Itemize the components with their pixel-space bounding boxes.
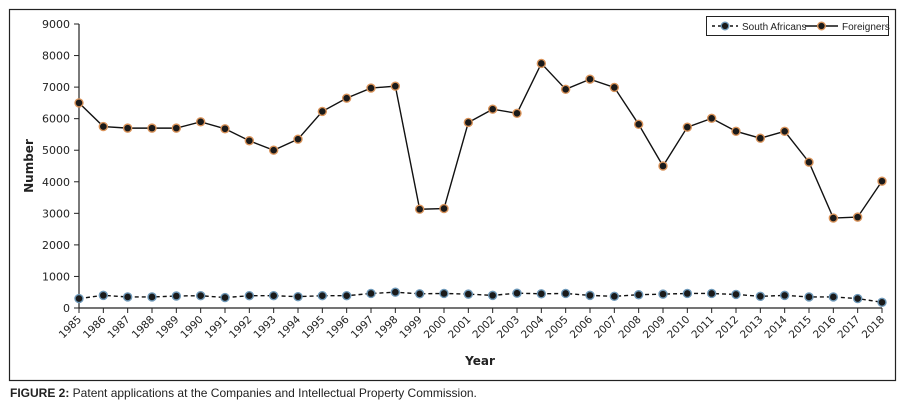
- data-point: [414, 204, 425, 214]
- data-point: [366, 83, 376, 93]
- y-tick-label: 2000: [42, 239, 70, 252]
- y-tick-label: 4000: [42, 176, 70, 189]
- data-point: [390, 287, 401, 297]
- legend-label: South Africans: [742, 22, 806, 33]
- data-point: [682, 288, 693, 299]
- data-point: [195, 117, 206, 127]
- series-south-africans: [74, 287, 887, 308]
- data-point: [633, 119, 644, 130]
- data-point: [585, 74, 595, 84]
- series-foreigners: [74, 58, 887, 223]
- data-point: [828, 292, 839, 302]
- data-point: [877, 297, 887, 308]
- legend-item: Foreigners: [805, 21, 890, 33]
- data-point: [195, 290, 206, 301]
- data-point: [220, 124, 230, 134]
- y-tick-label: 6000: [42, 113, 70, 126]
- data-point: [731, 289, 741, 300]
- series-layer: [74, 58, 887, 308]
- figure-caption-label: FIGURE 2:: [10, 386, 70, 400]
- data-point: [220, 292, 230, 303]
- data-point: [512, 288, 522, 298]
- data-point: [487, 290, 498, 301]
- data-point: [755, 291, 766, 302]
- data-point: [536, 289, 547, 299]
- legend-marker: [817, 21, 827, 31]
- data-point: [852, 293, 863, 304]
- data-point: [293, 291, 303, 302]
- legend-item: South Africans: [712, 21, 806, 33]
- data-point: [244, 290, 255, 301]
- data-point: [682, 122, 693, 132]
- figure-caption: FIGURE 2: Patent applications at the Com…: [10, 386, 477, 400]
- x-axis-label: Year: [464, 354, 495, 368]
- data-point: [268, 290, 279, 301]
- figure-caption-text: Patent applications at the Companies and…: [69, 386, 477, 400]
- data-point: [877, 176, 887, 186]
- data-point: [171, 291, 182, 301]
- data-point: [171, 123, 182, 133]
- series-line: [78, 291, 883, 304]
- data-point: [147, 292, 157, 302]
- y-tick-label: 0: [63, 302, 70, 315]
- data-point: [609, 82, 620, 93]
- data-point: [414, 289, 425, 299]
- series-line: [78, 62, 883, 219]
- data-point: [804, 157, 814, 167]
- data-point: [487, 104, 498, 114]
- legend-box: [706, 16, 889, 36]
- data-point: [658, 161, 668, 171]
- data-point: [439, 203, 449, 214]
- data-point: [74, 293, 84, 304]
- data-point: [317, 290, 328, 301]
- data-point: [390, 81, 401, 91]
- data-point: [244, 136, 255, 146]
- legend-marker: [720, 21, 730, 31]
- data-point: [828, 213, 839, 223]
- legend-label: Foreigners: [842, 22, 890, 33]
- data-point: [560, 84, 571, 95]
- data-point: [122, 123, 133, 133]
- data-point: [512, 108, 522, 119]
- y-tick-label: 8000: [42, 50, 70, 63]
- data-point: [463, 289, 474, 299]
- y-tick-label: 7000: [42, 81, 70, 94]
- data-point: [341, 290, 352, 301]
- y-tick-label: 1000: [42, 270, 70, 283]
- data-point: [731, 126, 741, 136]
- data-point: [341, 93, 352, 103]
- data-point: [122, 292, 133, 302]
- data-point: [74, 98, 84, 108]
- data-point: [463, 117, 474, 128]
- data-point: [609, 291, 620, 302]
- data-point: [658, 289, 668, 299]
- y-tick-label: 3000: [42, 207, 70, 220]
- data-point: [706, 113, 717, 124]
- data-point: [366, 288, 376, 299]
- data-point: [439, 288, 449, 299]
- data-point: [585, 290, 595, 301]
- data-point: [779, 290, 790, 301]
- data-point: [536, 58, 547, 69]
- y-tick-label: 5000: [42, 144, 70, 157]
- data-point: [852, 212, 863, 222]
- data-point: [268, 145, 279, 155]
- chart-frame: [8, 8, 897, 382]
- y-axis-label: Number: [22, 139, 36, 193]
- data-point: [147, 123, 157, 133]
- data-point: [779, 126, 790, 136]
- data-point: [560, 288, 571, 299]
- data-point: [317, 106, 328, 117]
- data-point: [706, 288, 717, 299]
- data-point: [98, 121, 109, 132]
- data-point: [755, 133, 766, 143]
- data-point: [804, 292, 814, 302]
- data-point: [98, 290, 109, 301]
- data-point: [633, 290, 644, 300]
- y-tick-label: 9000: [42, 18, 70, 31]
- data-point: [293, 134, 303, 144]
- legend: South Africans Foreigners: [706, 16, 890, 36]
